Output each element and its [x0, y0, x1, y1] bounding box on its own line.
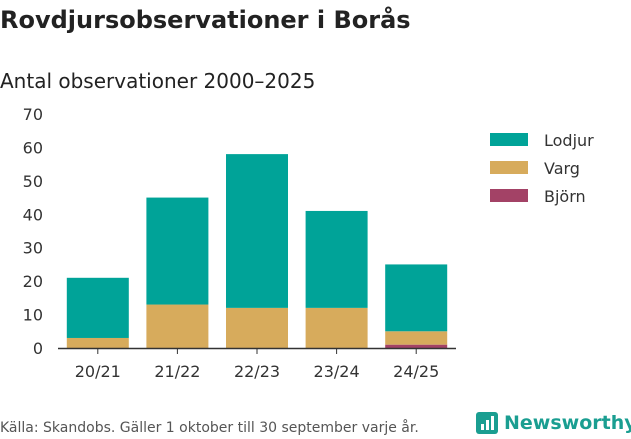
legend-label: Björn: [544, 187, 586, 206]
brand-name: Newsworthy: [504, 412, 631, 434]
x-tick-label: 24/25: [393, 362, 439, 381]
y-tick-label: 70: [23, 105, 43, 124]
bar-lodjur-22-23: [226, 154, 288, 308]
y-tick-label: 0: [33, 339, 43, 358]
bar-varg-23-24: [305, 307, 368, 348]
source-note: Källa: Skandobs. Gäller 1 oktober till 3…: [0, 420, 419, 436]
y-axis: 0 10 20 30 40 50 60 70: [23, 105, 43, 358]
legend-swatch-lodjur: [490, 133, 528, 146]
y-tick-label: 40: [23, 205, 43, 224]
bar-chart-icon: [476, 412, 498, 434]
x-tick-label: 22/23: [234, 362, 280, 381]
y-tick-label: 10: [23, 306, 43, 325]
bar-varg-20-21: [66, 337, 129, 348]
bar-lodjur-20-21: [66, 277, 129, 338]
y-tick-label: 60: [23, 138, 43, 157]
x-axis: 20/21 21/22 22/23 23/24 24/25: [58, 347, 456, 381]
y-tick-label: 20: [23, 272, 43, 291]
x-tick-label: 20/21: [75, 362, 121, 381]
bar-lodjur-21-22: [146, 197, 209, 305]
bar-bjrn-24-25: [385, 344, 448, 348]
bar-varg-22-23: [226, 307, 288, 348]
bar-varg-24-25: [385, 331, 448, 345]
legend-label: Varg: [544, 159, 580, 178]
x-tick-label: 21/22: [154, 362, 200, 381]
legend-swatch-varg: [490, 161, 528, 174]
bar-varg-21-22: [146, 304, 209, 348]
legend-swatch-bjrn: [490, 189, 528, 202]
legend-label: Lodjur: [544, 131, 594, 150]
legend: Lodjur Varg Björn: [490, 131, 594, 206]
chart-subtitle: Antal observationer 2000–2025: [0, 69, 316, 93]
bar-lodjur-23-24: [305, 210, 368, 308]
y-tick-label: 50: [23, 172, 43, 191]
page-title: Rovdjursobservationer i Borås: [0, 6, 411, 34]
brand-logo: Newsworthy: [476, 408, 631, 438]
bar-lodjur-24-25: [385, 264, 448, 332]
bars: [66, 154, 448, 348]
y-tick-label: 30: [23, 239, 43, 258]
x-tick-label: 23/24: [314, 362, 360, 381]
